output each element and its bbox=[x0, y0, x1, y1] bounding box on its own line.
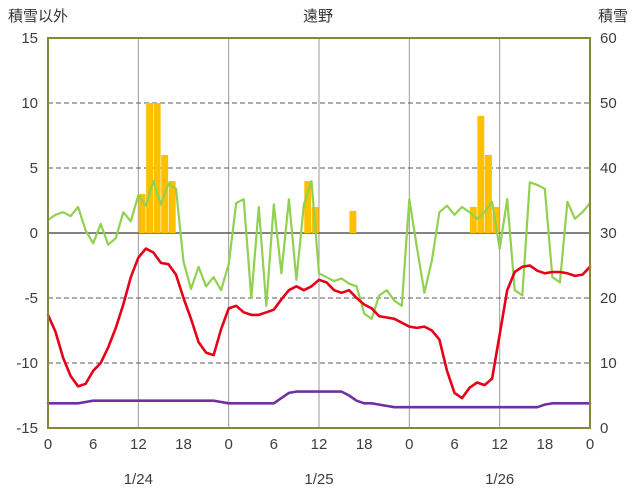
right-axis-tick: 0 bbox=[600, 420, 608, 437]
x-axis-tick: 12 bbox=[130, 436, 147, 453]
left-axis-tick: 0 bbox=[30, 225, 38, 242]
right-axis-tick: 40 bbox=[600, 160, 617, 177]
x-axis-tick: 0 bbox=[405, 436, 413, 453]
x-axis-tick: 18 bbox=[175, 436, 192, 453]
bars-orange-bar bbox=[349, 210, 357, 233]
x-axis-tick: 18 bbox=[356, 436, 373, 453]
bars-orange-bar bbox=[168, 181, 176, 233]
left-axis-tick: -15 bbox=[16, 420, 38, 437]
right-axis-tick: 30 bbox=[600, 225, 617, 242]
right-axis-tick: 20 bbox=[600, 290, 617, 307]
x-axis-tick: 6 bbox=[89, 436, 97, 453]
bars-orange-bar bbox=[469, 207, 477, 233]
chart-title: 遠野 bbox=[302, 8, 333, 25]
right-axis-title: 積雪 bbox=[597, 8, 628, 25]
right-axis-tick: 60 bbox=[600, 30, 617, 47]
x-axis-tick: 6 bbox=[270, 436, 278, 453]
date-label: 1/25 bbox=[304, 471, 333, 488]
bars-orange-bar bbox=[477, 116, 485, 233]
line-red bbox=[46, 247, 592, 400]
left-axis-title: 積雪以外 bbox=[8, 8, 69, 25]
date-label: 1/26 bbox=[485, 471, 514, 488]
bars-orange-bar bbox=[304, 181, 312, 233]
left-axis-tick: 5 bbox=[30, 160, 38, 177]
left-axis-tick: 10 bbox=[21, 95, 38, 112]
x-axis-tick: 0 bbox=[224, 436, 232, 453]
plot-frame bbox=[47, 37, 591, 429]
bars-orange-bar bbox=[138, 194, 146, 233]
line-green bbox=[46, 179, 592, 320]
x-axis-tick: 18 bbox=[536, 436, 553, 453]
left-axis-tick: -5 bbox=[25, 290, 38, 307]
x-axis-tick: 12 bbox=[311, 436, 328, 453]
date-label: 1/24 bbox=[124, 471, 153, 488]
left-axis-tick: -10 bbox=[16, 355, 38, 372]
bars-orange-bar bbox=[153, 103, 161, 233]
line-purple bbox=[46, 390, 592, 409]
left-axis-tick: 15 bbox=[21, 30, 38, 47]
right-axis-tick: 50 bbox=[600, 95, 617, 112]
right-axis-tick: 10 bbox=[600, 355, 617, 372]
x-axis-tick: 6 bbox=[450, 436, 458, 453]
x-axis-tick: 0 bbox=[586, 436, 594, 453]
x-axis-tick: 12 bbox=[491, 436, 508, 453]
bars-orange-bar bbox=[146, 103, 154, 233]
bars-orange-bar bbox=[484, 155, 492, 233]
x-axis-tick: 0 bbox=[44, 436, 52, 453]
